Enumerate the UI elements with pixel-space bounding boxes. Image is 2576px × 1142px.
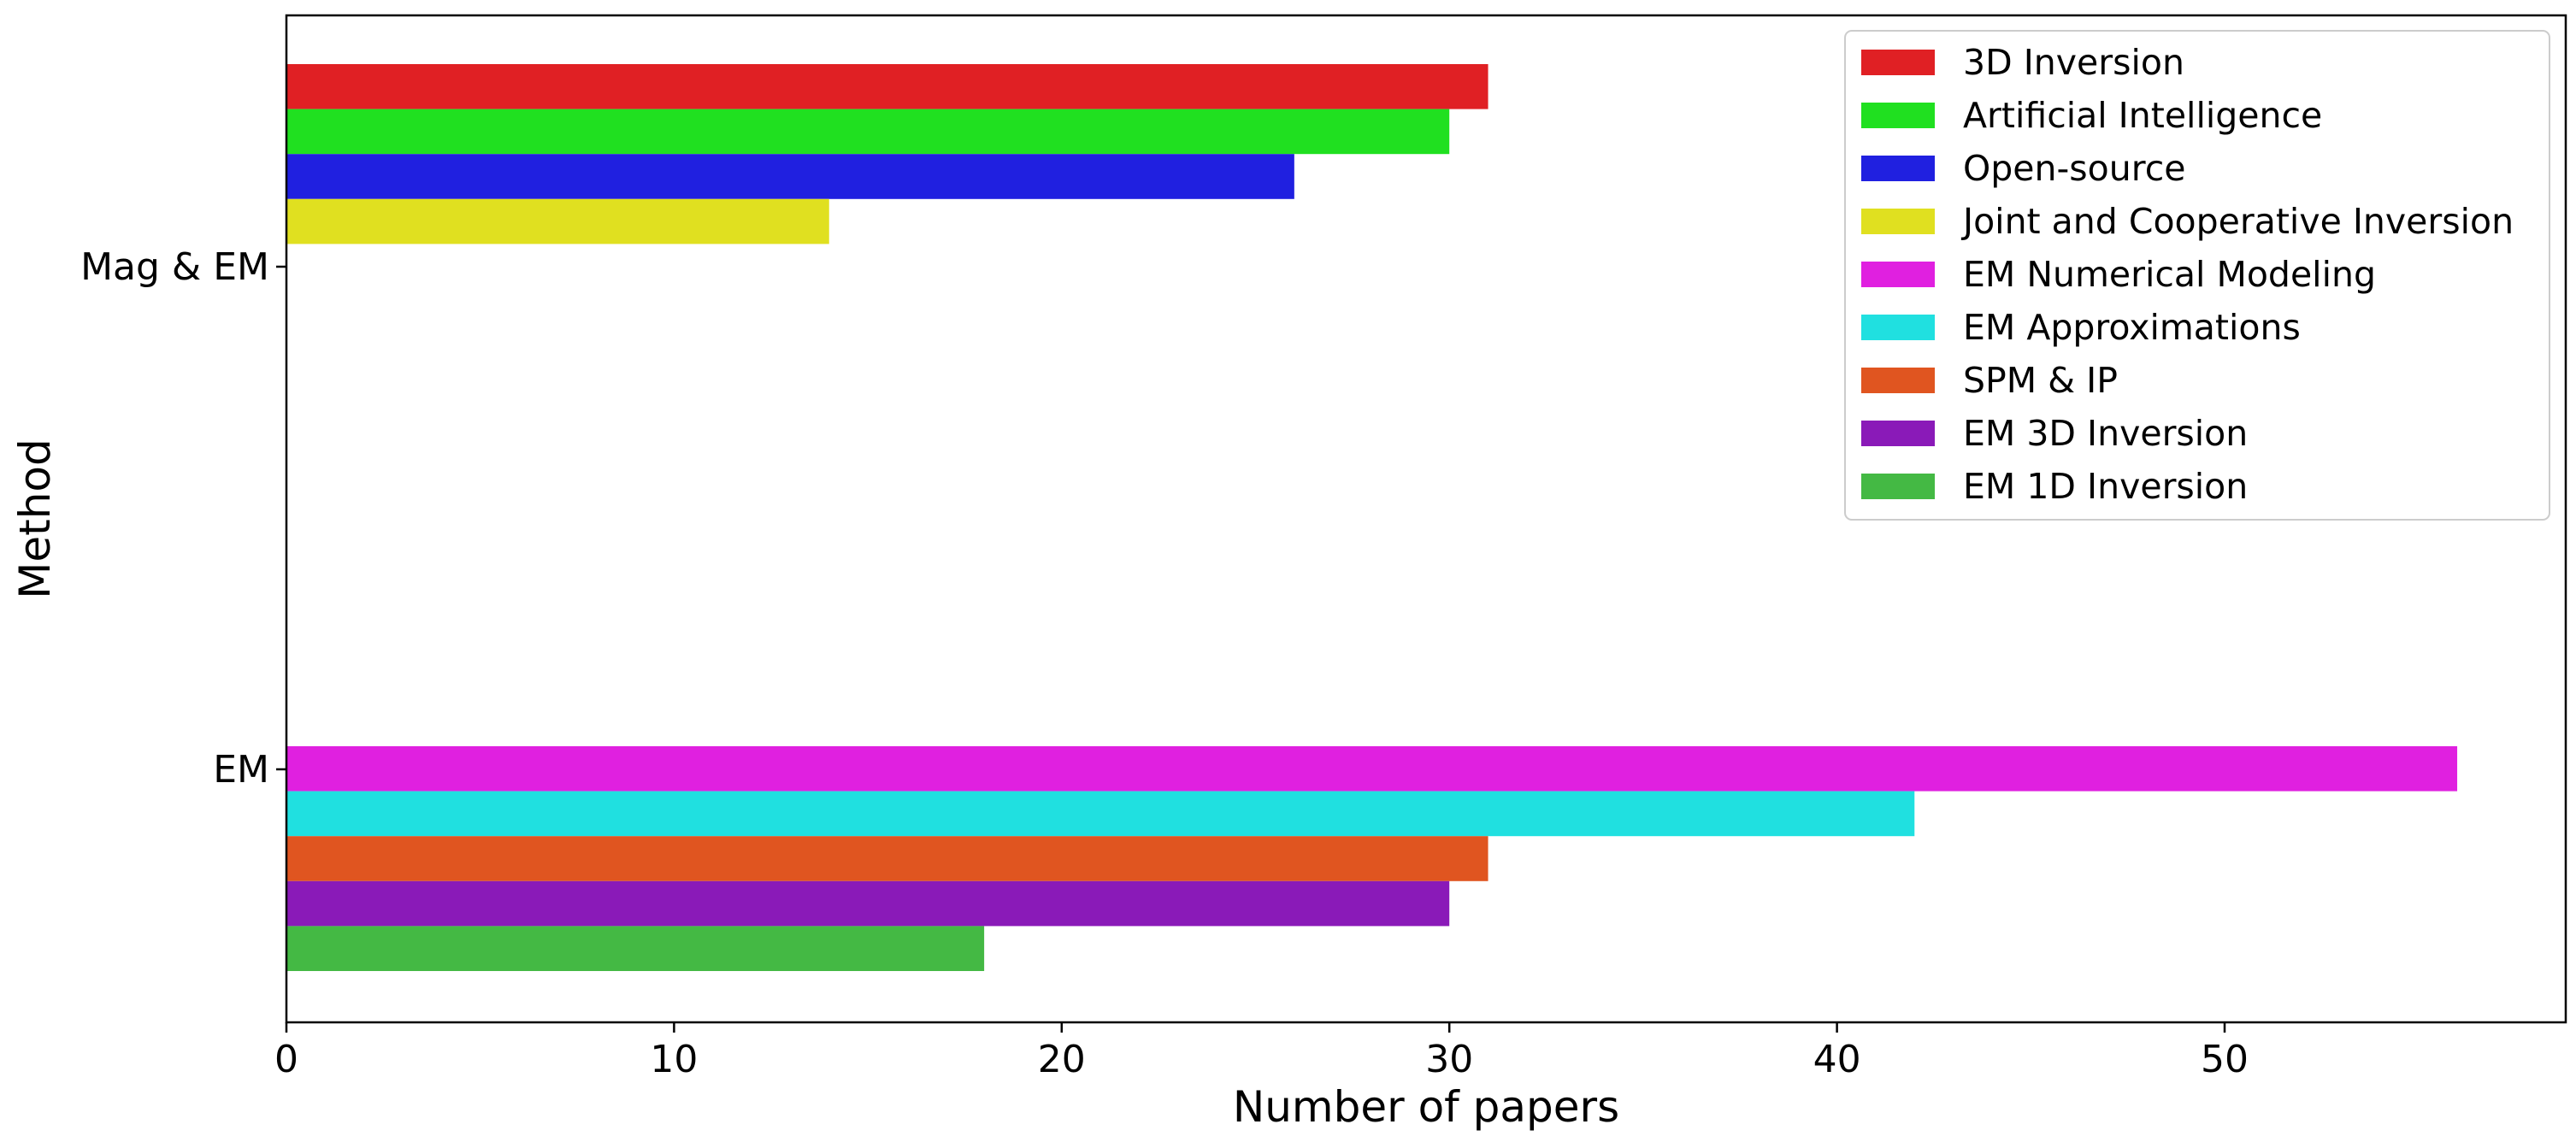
legend-label-7: SPM & IP (1963, 360, 2118, 401)
x-tick-label-5: 50 (2201, 1038, 2249, 1081)
bar-1-3 (286, 154, 1294, 199)
legend-swatch-6 (1861, 315, 1935, 340)
legend-label-6: EM Approximations (1963, 307, 2301, 348)
x-tick-label-2: 20 (1038, 1038, 1086, 1081)
x-tick-label-1: 10 (650, 1038, 698, 1081)
legend-swatch-3 (1861, 156, 1935, 181)
legend-label-9: EM 1D Inversion (1963, 466, 2248, 507)
bar-1-2 (286, 109, 1450, 155)
legend-label-1: 3D Inversion (1963, 42, 2184, 83)
bars-layer (286, 64, 2458, 971)
legend-swatch-8 (1861, 421, 1935, 446)
legend-label-5: EM Numerical Modeling (1963, 254, 2376, 295)
legend-swatch-9 (1861, 474, 1935, 499)
legend-label-4: Joint and Cooperative Inversion (1960, 201, 2514, 242)
legend-frame (1844, 30, 2550, 521)
bar-2-1 (286, 746, 2458, 792)
legend-swatch-5 (1861, 262, 1935, 287)
plot-area-frame (285, 14, 2567, 1024)
bar-1-1 (286, 64, 1488, 109)
legend-label-8: EM 3D Inversion (1963, 413, 2248, 454)
y-tick-label-0: Mag & EM (80, 245, 269, 289)
y-tick-label-1: EM (213, 748, 269, 792)
bar-1-4 (286, 198, 829, 244)
x-tick-label-0: 0 (274, 1038, 298, 1081)
legend: 3D Inversion Artificial Intelligence Open-… (1844, 30, 2550, 521)
legend-label-3: Open-source (1963, 148, 2185, 189)
bar-2-2 (286, 791, 1915, 837)
y-axis-label: Method (10, 439, 60, 599)
legend-swatch-4 (1861, 209, 1935, 234)
legend-swatch-7 (1861, 368, 1935, 393)
x-axis-label: Number of papers (1233, 1082, 1619, 1132)
legend-swatch-2 (1861, 103, 1935, 128)
bar-2-4 (286, 880, 1450, 927)
legend-label-2: Artificial Intelligence (1963, 95, 2322, 136)
legend-items: 3D Inversion Artificial Intelligence Open-… (1861, 42, 2514, 507)
axes-layer: 0 10 20 30 40 50 Mag & EM EM (80, 245, 2249, 1081)
x-tick-label-3: 30 (1425, 1038, 1473, 1081)
x-tick-label-4: 40 (1813, 1038, 1861, 1081)
bar-2-5 (286, 926, 985, 971)
legend-swatch-1 (1861, 50, 1935, 75)
bar-2-3 (286, 836, 1488, 881)
